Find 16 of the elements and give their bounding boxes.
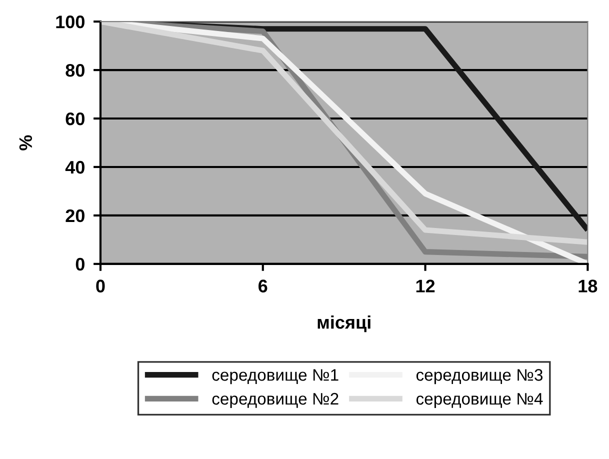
- y-tick-label: 20: [66, 209, 84, 222]
- y-tick-label: 0: [76, 258, 84, 271]
- x-axis-title: місяці: [318, 315, 370, 332]
- y-tick-label: 100: [56, 16, 84, 28]
- legend-label: середовище №2: [212, 392, 338, 408]
- x-tick-label: 12: [416, 280, 435, 292]
- legend-label: середовище №4: [416, 393, 543, 408]
- y-tick-label: 40: [65, 160, 84, 174]
- legend-label: середовище №1: [212, 369, 338, 384]
- x-tick-label: 6: [258, 280, 268, 292]
- x-tick-label: 18: [578, 280, 598, 292]
- x-tick-label: 0: [96, 280, 105, 292]
- legend-label: середовище №3: [416, 369, 543, 384]
- y-axis-title: %: [19, 135, 32, 150]
- y-tick-label: 80: [66, 64, 84, 77]
- y-tick-label: 60: [66, 112, 84, 126]
